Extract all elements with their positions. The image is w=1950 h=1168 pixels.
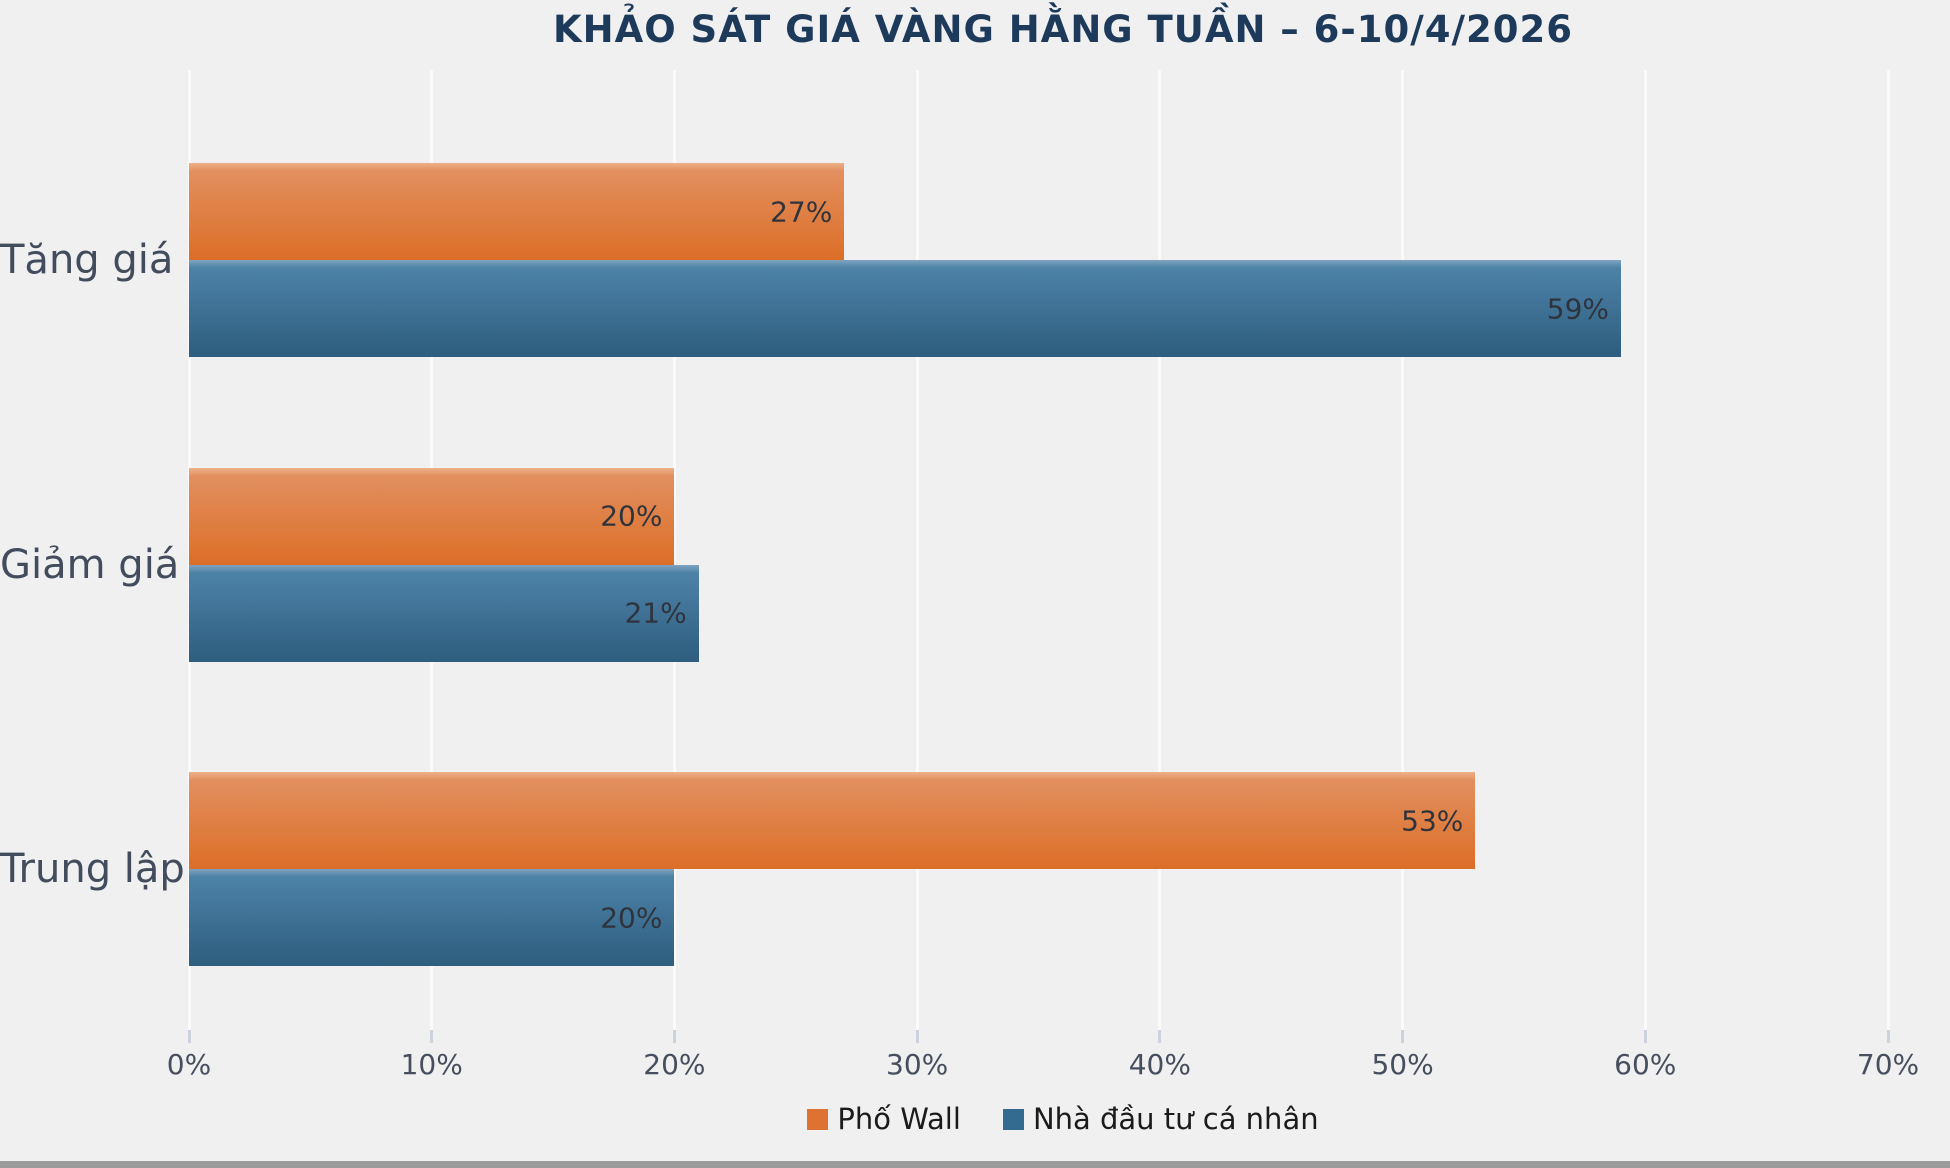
gridline [1158,70,1162,1030]
x-axis-label: 30% [886,1048,949,1081]
category-label: Giảm giá [0,541,180,588]
bar-pho-wall-0[interactable]: 27% [189,163,845,260]
x-axis-tick [672,1030,676,1043]
x-axis-tick [1158,1030,1162,1043]
x-axis-label: 40% [1128,1048,1191,1081]
bottom-edge-strip [0,1161,1950,1168]
x-axis-label: 50% [1371,1048,1434,1081]
legend: Phố Wall Nhà đầu tư cá nhân [189,1102,1937,1136]
bar-value-label: 20% [600,901,663,934]
gridline [1886,70,1890,1030]
bar-pho-wall-1[interactable]: 20% [189,467,675,565]
bar-value-label: 27% [770,195,833,228]
x-axis-tick [430,1030,434,1043]
gridline [1401,70,1405,1030]
bar-value-label: 59% [1546,292,1609,325]
bar-value-label: 20% [600,499,663,533]
category-label: Tăng giá [0,237,174,283]
x-axis-tick [915,1030,919,1043]
x-axis-tick [187,1030,191,1043]
legend-label: Phố Wall [837,1102,961,1136]
x-axis-tick [1886,1030,1890,1043]
x-axis-label: 60% [1614,1048,1677,1081]
legend-item-nha-dau-tu-ca-nhan[interactable]: Nhà đầu tư cá nhân [1002,1102,1319,1136]
bar-value-label: 53% [1401,804,1464,837]
x-axis-tick [1643,1030,1647,1043]
category-label: Trung lập [0,846,185,892]
gridline [1643,70,1647,1030]
x-axis-label: 0% [166,1048,212,1081]
legend-swatch-icon [807,1108,829,1130]
chart-title: KHẢO SÁT GIÁ VÀNG HẰNG TUẦN – 6-10/4/202… [552,8,1574,51]
legend-label: Nhà đầu tư cá nhân [1032,1102,1319,1136]
gridline [672,70,676,1030]
bar-nha-dau-tu-1[interactable]: 21% [189,564,699,662]
bar-nha-dau-tu-2[interactable]: 20% [189,869,675,966]
x-axis-label: 20% [643,1048,706,1081]
x-axis-tick [1401,1030,1405,1043]
gridline [915,70,919,1030]
legend-item-pho-wall[interactable]: Phố Wall [807,1102,961,1136]
bar-nha-dau-tu-0[interactable]: 59% [189,260,1621,357]
x-axis-label: 10% [400,1048,463,1081]
bar-pho-wall-2[interactable]: 53% [189,772,1476,869]
bar-value-label: 21% [624,596,687,630]
x-axis-label: 70% [1856,1048,1920,1081]
legend-swatch-icon [1002,1108,1024,1130]
